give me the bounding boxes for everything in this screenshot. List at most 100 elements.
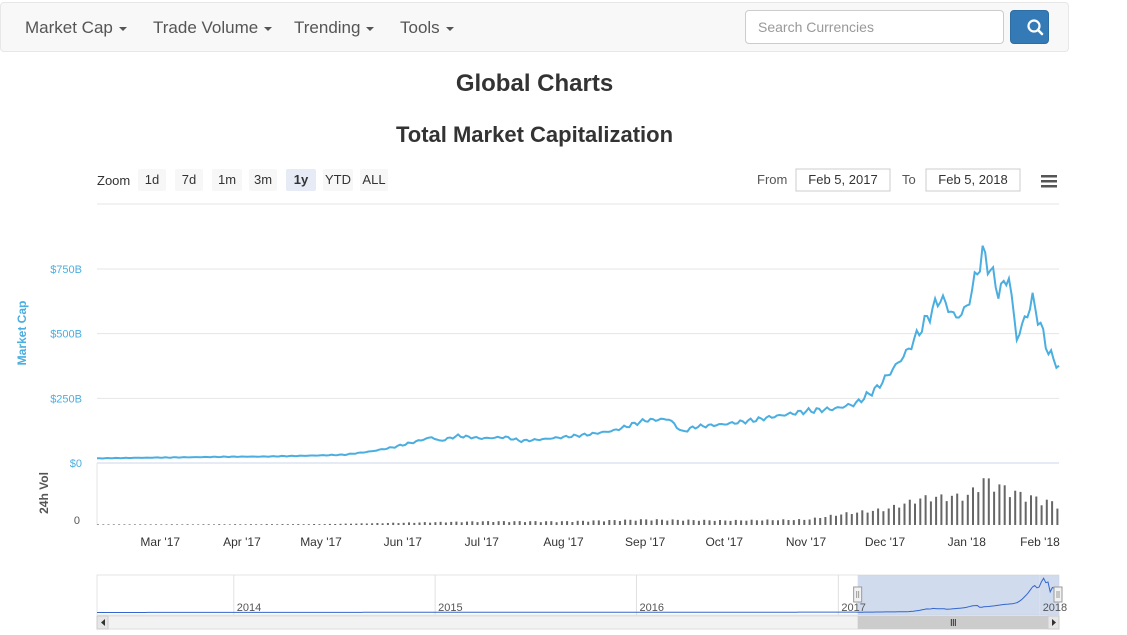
zoom-button-label: 1d [145, 172, 159, 187]
volume-bar [1003, 485, 1006, 525]
volume-bar [624, 519, 627, 525]
x-tick-label: Oct '17 [705, 535, 743, 549]
volume-bar [476, 522, 479, 525]
nav-market-cap[interactable]: Market Cap [25, 3, 127, 53]
volume-bar [750, 519, 753, 525]
nav-trending[interactable]: Trending [294, 3, 375, 53]
volume-bar [423, 522, 426, 525]
volume-bar [455, 521, 458, 525]
volume-bar [639, 519, 642, 525]
volume-bar [856, 512, 859, 525]
x-tick-label: Feb '18 [1020, 535, 1060, 549]
to-date-input[interactable] [925, 168, 1021, 192]
volume-zero-label: 0 [74, 515, 80, 527]
volume-bar [1056, 508, 1059, 525]
volume-bar [887, 508, 890, 525]
zoom-label: Zoom [97, 173, 130, 188]
volume-bar [213, 524, 215, 525]
volume-bar [328, 523, 331, 525]
volume-bar [228, 524, 231, 525]
volume-bar [371, 523, 374, 525]
zoom-button-1y[interactable]: 1y [286, 169, 316, 191]
menu-icon[interactable] [1040, 174, 1058, 188]
nav-market-cap-label: Market Cap [25, 18, 113, 37]
y-axis-label: Market Cap [15, 301, 29, 366]
volume-bars [97, 478, 1059, 525]
volume-bar [871, 510, 874, 525]
y-tick-label: $250B [50, 393, 82, 405]
zoom-button-7d[interactable]: 7d [175, 169, 203, 191]
volume-bar [655, 519, 658, 525]
volume-bar [381, 523, 384, 525]
chevron-down-icon [445, 26, 454, 31]
to-date-value: Feb 5, 2018 [938, 172, 1007, 187]
navigator-year-label: 2015 [438, 602, 462, 614]
from-date-input[interactable] [795, 168, 891, 192]
volume-bar [634, 520, 637, 525]
volume-bar [487, 521, 490, 525]
navigator-handle-left[interactable] [853, 586, 863, 603]
volume-bar [444, 522, 447, 525]
navigator: 2014 2015 2016 2017 2018 [96, 574, 1067, 630]
volume-bar [123, 524, 126, 525]
volume-bar [249, 524, 252, 525]
grid [97, 268, 1059, 464]
volume-bar [613, 520, 616, 525]
zoom-button-bg [249, 169, 277, 191]
volume-bar [893, 504, 895, 525]
volume-bar [112, 524, 115, 525]
volume-bar [413, 522, 416, 525]
y-tick-label: $0 [70, 458, 82, 470]
search-button[interactable] [1010, 10, 1049, 44]
volume-bar [724, 520, 727, 525]
nav-trade-volume-label: Trade Volume [153, 18, 259, 37]
zoom-button-label: YTD [325, 172, 351, 187]
volume-bar [460, 522, 463, 525]
volume-bar [181, 524, 184, 525]
volume-bar [191, 524, 194, 525]
volume-bar [908, 499, 911, 525]
volume-bar [344, 523, 347, 525]
volume-bar [170, 524, 173, 525]
volume-bar [144, 524, 147, 525]
x-axis: Mar '17 Apr '17 May '17 Jun '17 Jul '17 Aug '… [140, 535, 1060, 549]
zoom-button-1d[interactable]: 1d [138, 169, 166, 191]
volume-bar [755, 520, 758, 525]
volume-bar [97, 524, 99, 525]
zoom-button-1m[interactable]: 1m [212, 169, 242, 191]
volume-bar [234, 524, 237, 525]
navigator-selection[interactable] [857, 575, 1059, 615]
volume-axis-label: 24h Vol [37, 472, 51, 514]
volume-bar [745, 520, 748, 525]
volume-bar [993, 491, 996, 525]
volume-bar [429, 522, 432, 525]
zoom-button-bg [286, 169, 316, 191]
zoom-button-label: 3m [254, 172, 272, 187]
volume-bar [998, 484, 1001, 525]
volume-bar [740, 520, 743, 525]
navigator-handle-right[interactable] [1053, 586, 1063, 603]
volume-bar [1051, 501, 1054, 525]
volume-bar [929, 501, 932, 525]
volume-bar [761, 520, 764, 525]
volume-bar [292, 524, 294, 525]
volume-bar [898, 507, 901, 525]
navigator-year-label: 2014 [237, 602, 261, 614]
volume-bar [945, 501, 948, 525]
to-label: To [902, 172, 916, 187]
navigator-year-label: 2018 [1043, 602, 1067, 614]
nav-tools[interactable]: Tools [400, 3, 454, 53]
zoom-button-ytd[interactable]: YTD [323, 169, 353, 191]
volume-bar [355, 523, 358, 525]
volume-bar [603, 521, 605, 525]
zoom-button-bg [175, 169, 203, 191]
arrow-left-icon [101, 619, 105, 626]
chart-title: Total Market Capitalization [395, 122, 674, 147]
nav-trade-volume[interactable]: Trade Volume [153, 3, 273, 53]
x-tick-label: Jul '17 [465, 535, 500, 549]
zoom-button-all[interactable]: ALL [360, 169, 388, 191]
volume-bar [803, 519, 806, 525]
zoom-button-3m[interactable]: 3m [249, 169, 277, 191]
search-input[interactable] [745, 10, 1004, 44]
handle-grip [1053, 586, 1063, 603]
